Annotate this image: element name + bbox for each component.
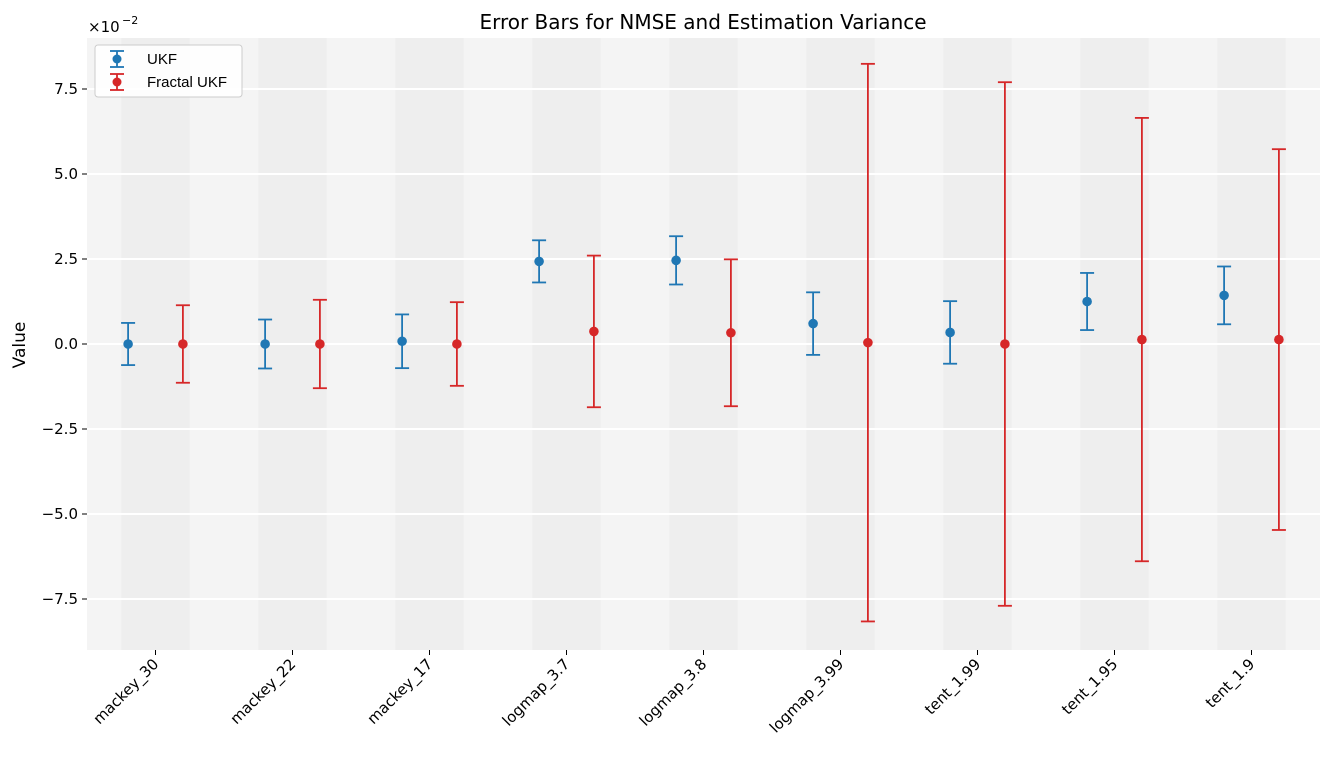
y-tick-label: −7.5 <box>42 590 78 608</box>
series-fractal-ukf <box>175 62 1286 623</box>
legend: UKF Fractal UKF <box>94 44 243 98</box>
grid-lines <box>87 88 1320 600</box>
y-tick-label: 5.0 <box>54 165 78 183</box>
data-point <box>123 339 133 349</box>
data-point <box>452 339 462 349</box>
legend-marker-dot <box>112 77 122 87</box>
scale-factor-exponent: −2 <box>122 14 138 27</box>
legend-label: UKF <box>147 51 177 68</box>
y-axis: −7.5 −5.0 −2.5 0.0 2.5 5.0 7.5 <box>42 80 87 608</box>
data-point <box>534 256 544 267</box>
y-tick-label: −2.5 <box>42 420 78 438</box>
y-axis-label: Value <box>10 322 30 369</box>
y-tick-label: 2.5 <box>54 250 78 268</box>
legend-label: Fractal UKF <box>147 74 227 91</box>
data-point <box>1137 334 1147 345</box>
data-point <box>1082 296 1092 307</box>
data-point <box>1274 334 1284 345</box>
series-layer <box>121 62 1286 623</box>
y-tick-label: −5.0 <box>42 505 78 523</box>
data-point <box>808 318 818 329</box>
legend-frame <box>94 44 243 98</box>
chart-title: Error Bars for NMSE and Estimation Varia… <box>479 10 926 34</box>
legend-marker-dot <box>112 54 122 64</box>
data-point <box>397 336 407 347</box>
scale-factor: ×10 −2 <box>88 14 138 36</box>
data-point <box>260 339 270 349</box>
data-point <box>945 327 955 338</box>
data-point <box>178 339 188 349</box>
y-tick-label: 7.5 <box>54 80 78 98</box>
data-point <box>863 337 873 348</box>
scale-factor-base: ×10 <box>88 18 120 36</box>
data-point <box>315 339 325 349</box>
data-point <box>671 255 681 266</box>
data-point <box>1219 290 1229 301</box>
y-tick-label: 0.0 <box>54 335 78 353</box>
data-point <box>589 326 599 337</box>
data-point <box>1000 339 1010 349</box>
data-point <box>726 327 736 338</box>
series-ukf <box>121 235 1232 370</box>
